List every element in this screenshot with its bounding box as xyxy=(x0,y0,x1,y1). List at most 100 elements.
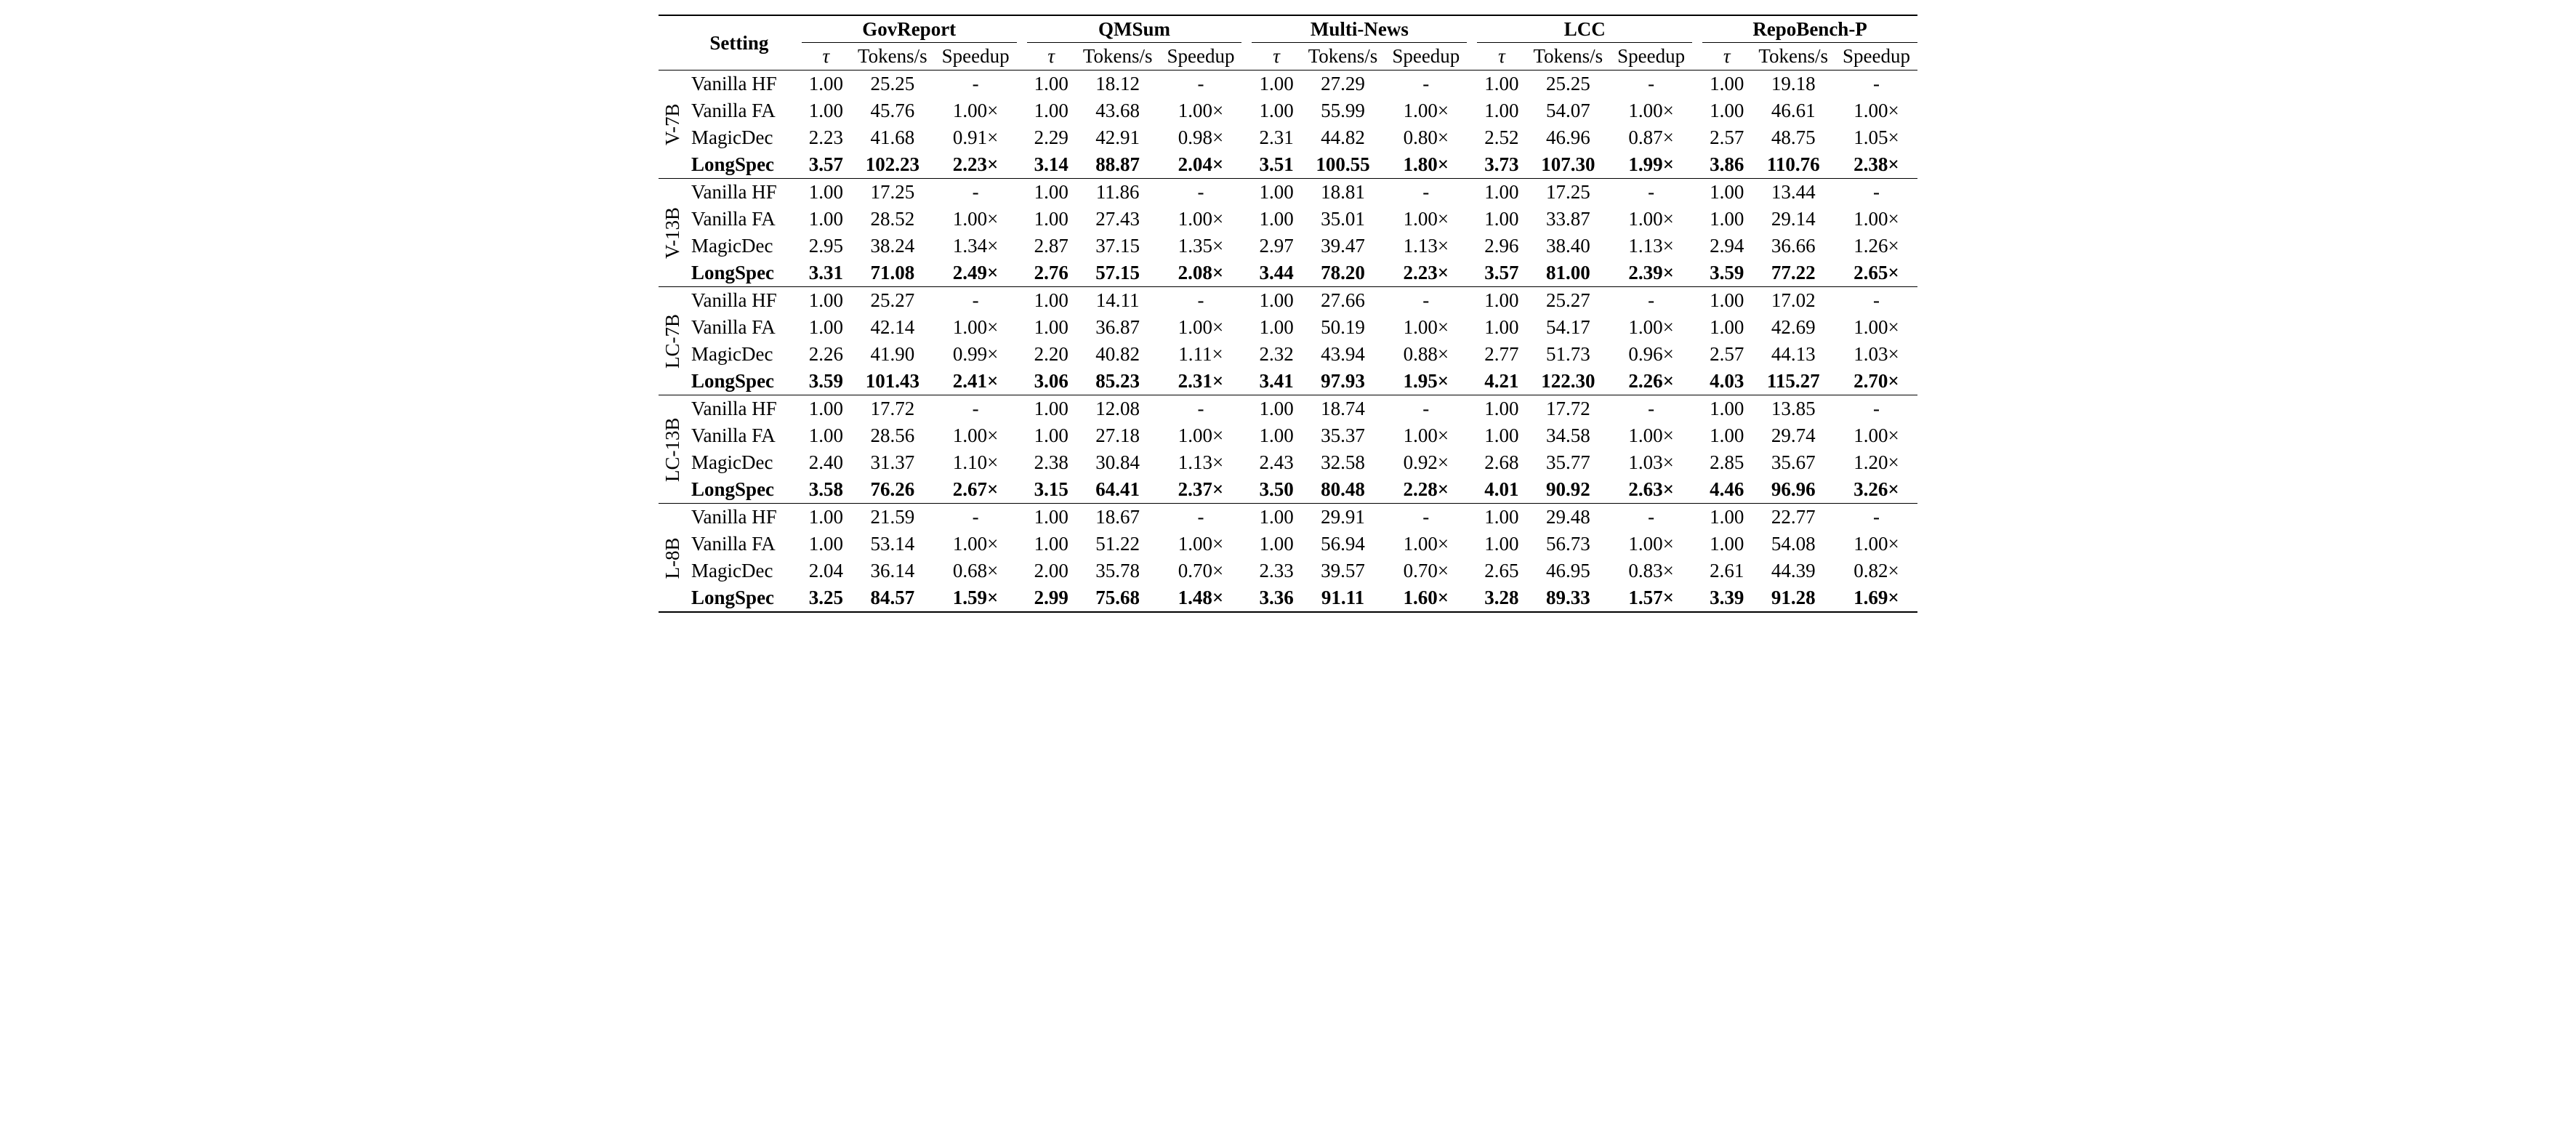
tokens-cell: 101.43 xyxy=(850,368,935,395)
tau-cell: 1.00 xyxy=(802,179,850,206)
tokens-cell: 96.96 xyxy=(1751,476,1835,504)
setting-cell: LongSpec xyxy=(687,368,792,395)
col-tau: τ xyxy=(1027,43,1076,71)
speedup-cell: 1.57× xyxy=(1610,584,1692,612)
spacer xyxy=(1241,206,1252,233)
setting-cell: LongSpec xyxy=(687,151,792,179)
tokens-cell: 13.85 xyxy=(1751,395,1835,423)
tau-cell: 2.87 xyxy=(1027,233,1076,259)
tau-cell: 1.00 xyxy=(1702,395,1751,423)
spacer xyxy=(792,206,802,233)
speedup-cell: 1.00× xyxy=(1835,422,1917,449)
tokens-cell: 31.37 xyxy=(850,449,935,476)
tokens-cell: 35.67 xyxy=(1751,449,1835,476)
spacer xyxy=(1692,71,1702,98)
spacer xyxy=(1692,314,1702,341)
tokens-cell: 29.48 xyxy=(1526,504,1611,531)
speedup-cell: 2.63× xyxy=(1610,476,1692,504)
tokens-cell: 22.77 xyxy=(1751,504,1835,531)
spacer xyxy=(792,531,802,558)
spacer xyxy=(1692,395,1702,423)
tau-cell: 4.01 xyxy=(1477,476,1526,504)
tokens-cell: 51.22 xyxy=(1076,531,1160,558)
spacer xyxy=(792,558,802,584)
tokens-cell: 39.57 xyxy=(1301,558,1385,584)
speedup-cell: 1.00× xyxy=(1835,206,1917,233)
spacer xyxy=(792,71,802,98)
tokens-cell: 102.23 xyxy=(850,151,935,179)
col-tokens: Tokens/s xyxy=(1751,43,1835,71)
col-speedup: Speedup xyxy=(1159,43,1241,71)
tau-cell: 3.57 xyxy=(802,151,850,179)
speedup-cell: 1.00× xyxy=(935,97,1017,124)
tokens-cell: 90.92 xyxy=(1526,476,1611,504)
tokens-cell: 45.76 xyxy=(850,97,935,124)
tau-cell: 1.00 xyxy=(1477,395,1526,423)
tokens-cell: 25.25 xyxy=(850,71,935,98)
setting-cell: Vanilla HF xyxy=(687,287,792,315)
tau-cell: 2.68 xyxy=(1477,449,1526,476)
spacer xyxy=(1241,584,1252,612)
tokens-cell: 44.39 xyxy=(1751,558,1835,584)
speedup-cell: 0.99× xyxy=(935,341,1017,368)
spacer xyxy=(1692,97,1702,124)
spacer xyxy=(792,584,802,612)
tokens-cell: 56.73 xyxy=(1526,531,1611,558)
speedup-cell: - xyxy=(1385,504,1467,531)
tokens-cell: 11.86 xyxy=(1076,179,1160,206)
spacer xyxy=(1017,151,1027,179)
spacer xyxy=(1467,15,1477,71)
speedup-cell: 2.39× xyxy=(1610,259,1692,287)
speedup-cell: 2.37× xyxy=(1159,476,1241,504)
spacer xyxy=(1017,531,1027,558)
spacer xyxy=(792,368,802,395)
tau-cell: 3.73 xyxy=(1477,151,1526,179)
tau-cell: 1.00 xyxy=(1027,531,1076,558)
table-row: Vanilla FA1.0053.141.00×1.0051.221.00×1.… xyxy=(659,531,1917,558)
col-tokens: Tokens/s xyxy=(1526,43,1611,71)
tokens-cell: 17.72 xyxy=(850,395,935,423)
tau-cell: 3.57 xyxy=(1477,259,1526,287)
tau-cell: 1.00 xyxy=(802,314,850,341)
tokens-cell: 28.52 xyxy=(850,206,935,233)
tokens-cell: 54.07 xyxy=(1526,97,1611,124)
tau-cell: 1.00 xyxy=(1252,395,1300,423)
tokens-cell: 84.57 xyxy=(850,584,935,612)
speedup-cell: 0.98× xyxy=(1159,124,1241,151)
model-label: LC-7B xyxy=(659,287,687,395)
speedup-cell: 0.70× xyxy=(1159,558,1241,584)
tau-cell: 2.38 xyxy=(1027,449,1076,476)
tokens-cell: 54.17 xyxy=(1526,314,1611,341)
tokens-cell: 35.01 xyxy=(1301,206,1385,233)
speedup-cell: 1.00× xyxy=(1835,531,1917,558)
tau-cell: 2.97 xyxy=(1252,233,1300,259)
tau-cell: 3.59 xyxy=(1702,259,1751,287)
tau-cell: 1.00 xyxy=(1027,97,1076,124)
spacer xyxy=(792,341,802,368)
table-row: MagicDec2.2641.900.99×2.2040.821.11×2.32… xyxy=(659,341,1917,368)
speedup-cell: 1.00× xyxy=(1610,97,1692,124)
tokens-cell: 29.91 xyxy=(1301,504,1385,531)
tokens-cell: 75.68 xyxy=(1076,584,1160,612)
tokens-cell: 100.55 xyxy=(1301,151,1385,179)
tokens-cell: 91.28 xyxy=(1751,584,1835,612)
speedup-cell: 1.00× xyxy=(1385,531,1467,558)
speedup-cell: 1.99× xyxy=(1610,151,1692,179)
col-speedup: Speedup xyxy=(935,43,1017,71)
tokens-cell: 40.82 xyxy=(1076,341,1160,368)
speedup-cell: 1.00× xyxy=(1610,314,1692,341)
speedup-cell: 1.00× xyxy=(1159,97,1241,124)
spacer xyxy=(1241,314,1252,341)
tau-cell: 2.95 xyxy=(802,233,850,259)
speedup-cell: 0.82× xyxy=(1835,558,1917,584)
speedup-cell: - xyxy=(1385,71,1467,98)
speedup-cell: 1.00× xyxy=(1385,97,1467,124)
speedup-cell: 1.00× xyxy=(935,422,1017,449)
speedup-cell: 2.67× xyxy=(935,476,1017,504)
setting-cell: Vanilla FA xyxy=(687,206,792,233)
table-row: V-7BVanilla HF1.0025.25-1.0018.12-1.0027… xyxy=(659,71,1917,98)
setting-cell: MagicDec xyxy=(687,124,792,151)
spacer xyxy=(1017,124,1027,151)
table-body: V-7BVanilla HF1.0025.25-1.0018.12-1.0027… xyxy=(659,71,1917,613)
speedup-cell: 2.70× xyxy=(1835,368,1917,395)
